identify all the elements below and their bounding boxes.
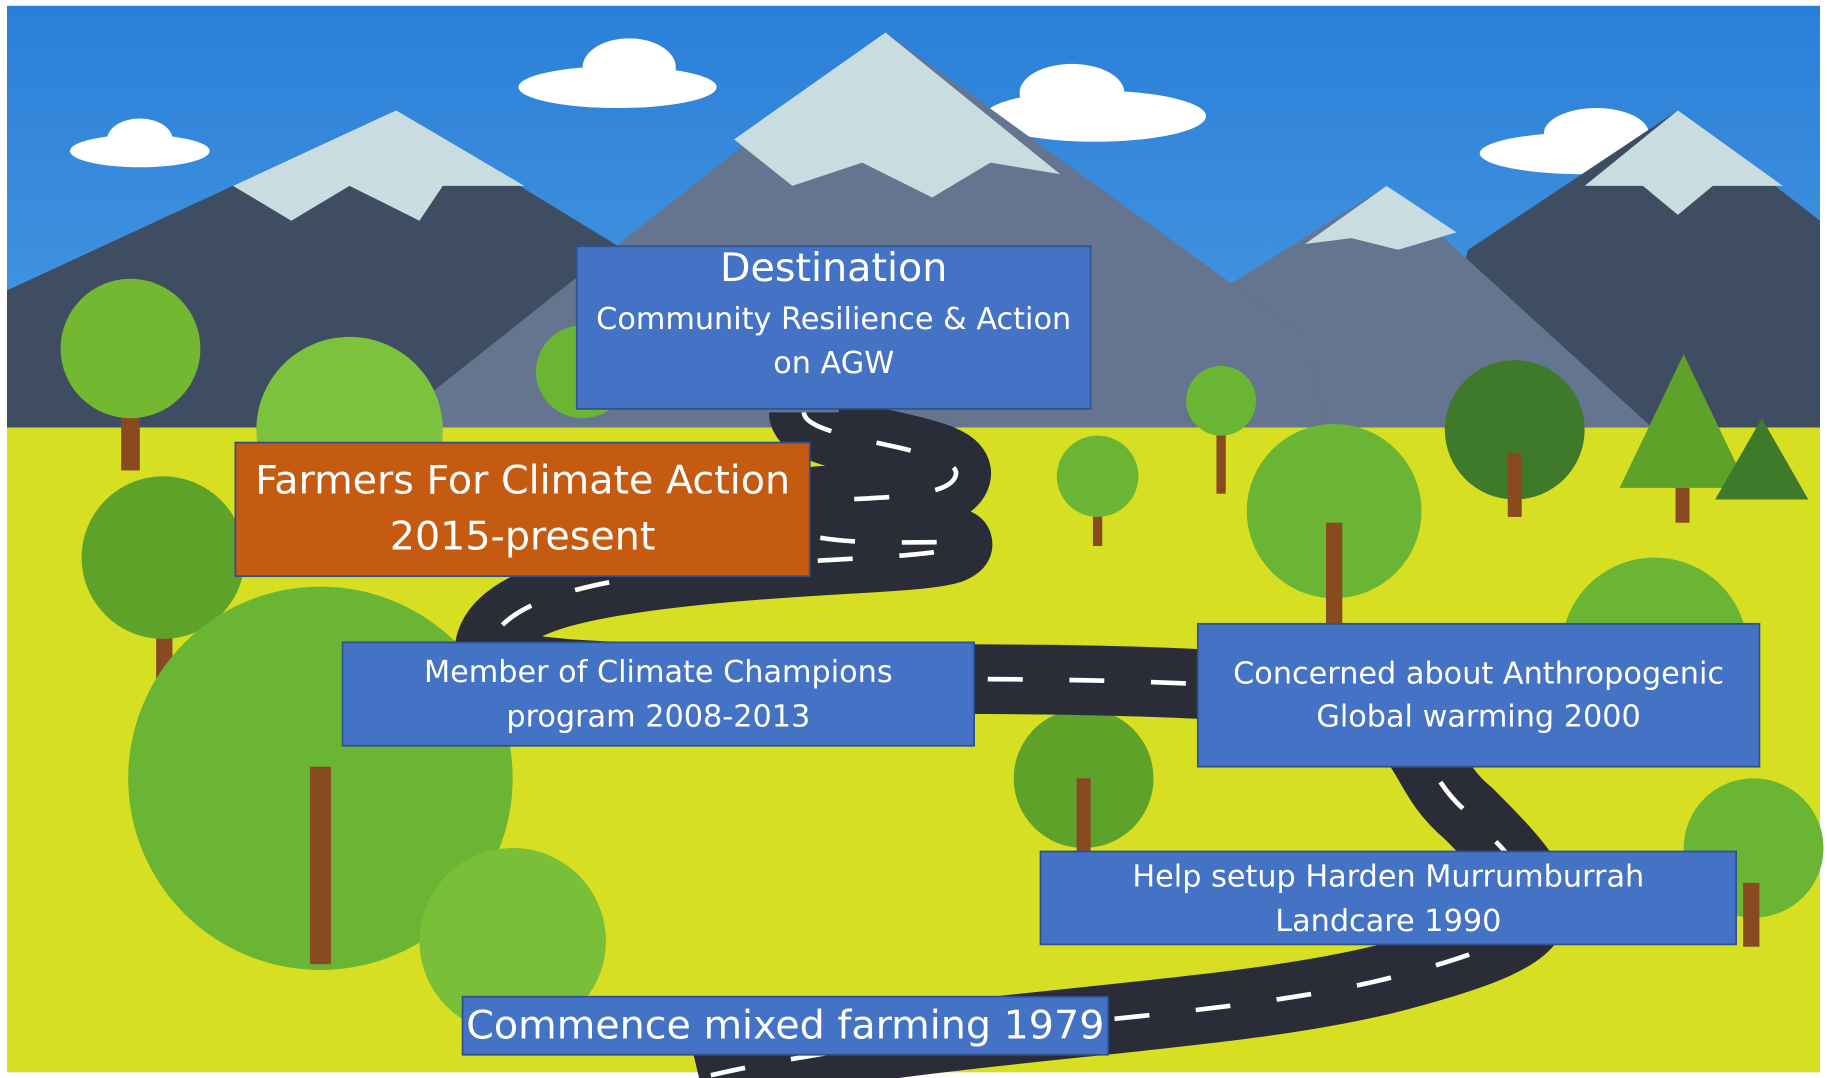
milestone: Member of Climate Champions program 2008-… (343, 642, 975, 745)
milestone: Help setup Harden Murrumburrah Landcare 1… (1041, 851, 1737, 944)
milestone-box (1198, 624, 1760, 767)
milestone-text: Commence mixed farming 1979 (466, 1003, 1104, 1049)
milestone: Destination Community Resilience & Action… (577, 245, 1091, 409)
scene: Destination Community Resilience & Action… (0, 0, 1827, 1078)
milestone-text: Member of Climate Champions (424, 655, 893, 690)
milestone: Farmers For Climate Action 2015-present (235, 443, 809, 577)
milestone-text: Community Resilience & Action (596, 302, 1071, 337)
milestone-text: Help setup Harden Murrumburrah (1132, 860, 1644, 895)
milestone-text: Destination (720, 245, 947, 291)
milestone: Concerned about Anthropogenic Global warm… (1198, 624, 1760, 767)
milestone-text: Global warming 2000 (1316, 699, 1640, 734)
milestone-text: 2015-present (390, 514, 656, 560)
milestone-text: Concerned about Anthropogenic (1233, 656, 1724, 691)
milestone-text: Farmers For Climate Action (255, 458, 790, 504)
milestone-text: on AGW (773, 346, 894, 381)
milestone-text: program 2008-2013 (506, 699, 810, 734)
milestone: Commence mixed farming 1979 (463, 997, 1109, 1055)
milestone-text: Landcare 1990 (1275, 904, 1501, 939)
page: Destination Community Resilience & Action… (0, 0, 1827, 1078)
